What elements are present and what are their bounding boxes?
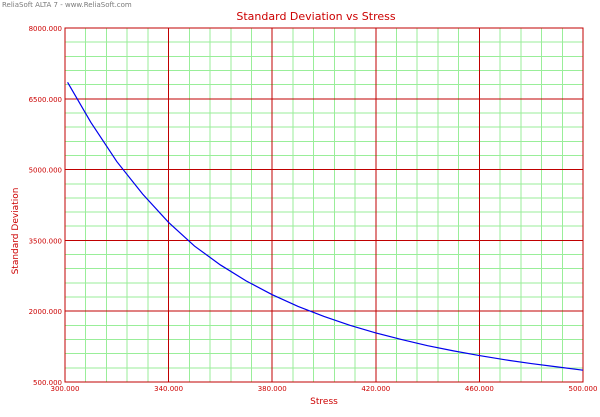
y-tick-label: 2000.000 bbox=[29, 308, 62, 316]
y-tick-label: 3500.000 bbox=[29, 237, 62, 245]
tick-labels: 300.000 340.000 380.000 420.000 460.000 500.0… bbox=[29, 25, 598, 393]
x-tick-label: 300.000 bbox=[51, 385, 80, 393]
major-grid bbox=[65, 28, 583, 382]
y-tick-label: 8000.000 bbox=[29, 25, 62, 33]
y-tick-label: 6500.000 bbox=[29, 96, 62, 104]
minor-grid bbox=[65, 28, 583, 382]
x-tick-label: 340.000 bbox=[154, 385, 183, 393]
y-axis-label: Standard Deviation bbox=[11, 188, 21, 275]
watermark-text: ReliaSoft ALTA 7 - www.ReliaSoft.com bbox=[2, 1, 132, 9]
x-tick-label: 500.000 bbox=[569, 385, 598, 393]
y-tick-label: 5000.000 bbox=[29, 167, 62, 175]
x-tick-label: 460.000 bbox=[465, 385, 494, 393]
chart-title: Standard Deviation vs Stress bbox=[236, 10, 395, 23]
plot-frame bbox=[64, 27, 584, 383]
y-tick-label: 500.000 bbox=[33, 379, 62, 387]
x-tick-label: 420.000 bbox=[361, 385, 390, 393]
x-tick-label: 380.000 bbox=[258, 385, 287, 393]
x-axis-label: Stress bbox=[310, 397, 338, 407]
series-line bbox=[67, 81, 584, 371]
